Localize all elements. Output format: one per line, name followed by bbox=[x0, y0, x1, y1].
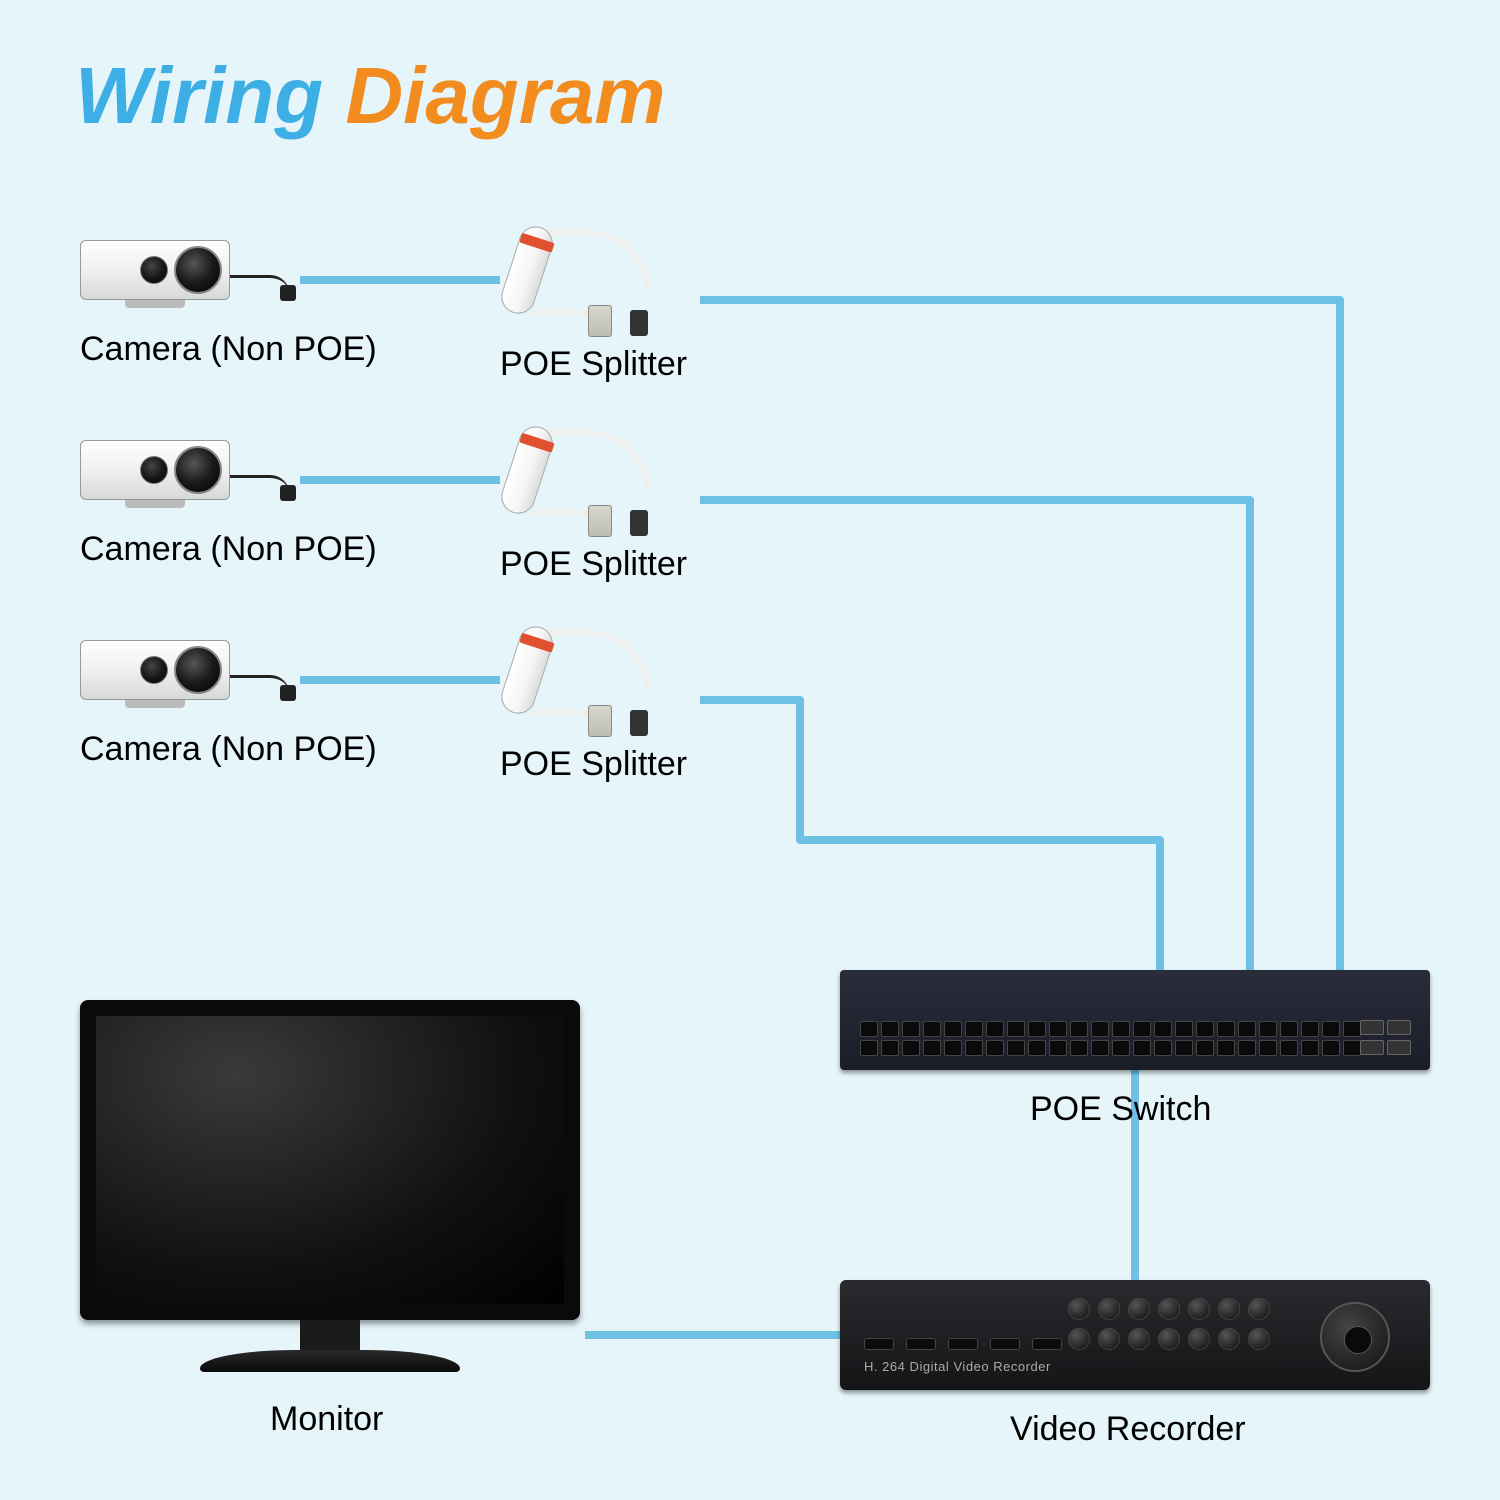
wire-splitter2-switch bbox=[700, 500, 1250, 970]
poe-splitter-1-label: POE Splitter bbox=[500, 345, 687, 384]
camera-1 bbox=[80, 230, 260, 320]
poe-splitter-1 bbox=[500, 220, 720, 330]
title-word-1: Wiring bbox=[75, 51, 323, 140]
poe-splitter-2 bbox=[500, 420, 720, 530]
camera-2 bbox=[80, 430, 260, 520]
poe-splitter-3-label: POE Splitter bbox=[500, 745, 687, 784]
camera-2-label: Camera (Non POE) bbox=[80, 530, 377, 569]
camera-3 bbox=[80, 630, 260, 720]
monitor bbox=[80, 1000, 580, 1380]
camera-1-label: Camera (Non POE) bbox=[80, 330, 377, 369]
poe-splitter-3 bbox=[500, 620, 720, 730]
poe-switch bbox=[840, 970, 1430, 1070]
poe-splitter-2-label: POE Splitter bbox=[500, 545, 687, 584]
diagram-title: Wiring Diagram bbox=[75, 50, 665, 142]
poe-switch-label: POE Switch bbox=[1030, 1090, 1211, 1129]
title-word-2: Diagram bbox=[345, 51, 665, 140]
recorder-panel-text: H. 264 Digital Video Recorder bbox=[864, 1359, 1051, 1374]
monitor-label: Monitor bbox=[270, 1400, 383, 1439]
camera-3-label: Camera (Non POE) bbox=[80, 730, 377, 769]
video-recorder-label: Video Recorder bbox=[1010, 1410, 1246, 1449]
wire-splitter3-switch bbox=[700, 700, 1160, 970]
video-recorder: H. 264 Digital Video Recorder bbox=[840, 1280, 1430, 1390]
wire-splitter1-switch bbox=[700, 300, 1340, 970]
